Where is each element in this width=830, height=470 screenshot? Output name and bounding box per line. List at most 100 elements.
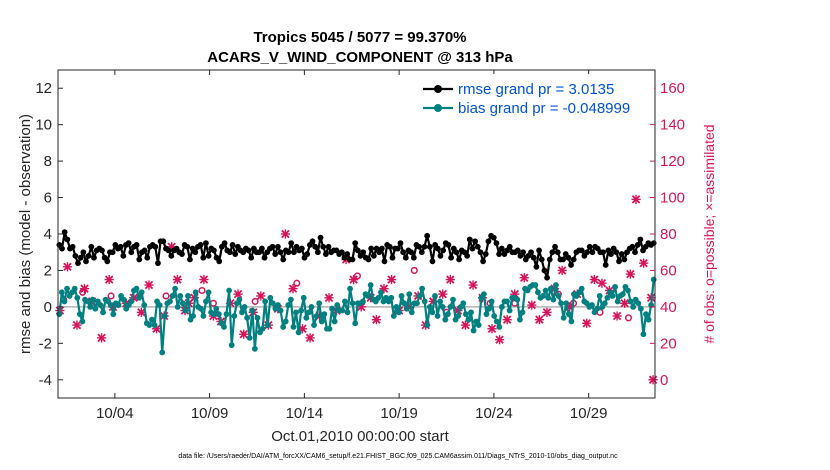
bias-point [56, 311, 63, 318]
rmse-point [400, 249, 407, 256]
rmse-point [416, 243, 423, 250]
bias-point [58, 289, 65, 296]
y-axis-right-label: # of obs: o=possible; ×=assimilated [701, 124, 717, 343]
rmse-point [485, 238, 492, 245]
bias-point [177, 293, 184, 299]
bias-point [223, 311, 230, 318]
rmse-point [584, 249, 590, 256]
rmse-point [608, 251, 614, 257]
bias-point [231, 313, 238, 319]
rmse-point [538, 256, 545, 263]
bias-point [146, 322, 153, 329]
rmse-point [394, 245, 401, 252]
bias-point [339, 307, 346, 314]
bias-point [498, 303, 505, 310]
y-tick-label: 6 [44, 190, 52, 207]
rmse-point [245, 247, 252, 254]
rmse-point [370, 252, 377, 259]
bias-point [645, 316, 652, 323]
possible-count-point [353, 272, 361, 280]
rmse-point [248, 254, 255, 261]
bias-point [92, 305, 99, 312]
assimilated-count-point [239, 329, 249, 339]
rmse-point [216, 258, 223, 265]
rmse-point [314, 249, 321, 256]
x-tick-label: 10/09 [191, 405, 229, 422]
bias-point [619, 291, 626, 298]
y-right-tick-label: 120 [660, 153, 685, 170]
bias-point [287, 296, 294, 303]
rmse-point [397, 240, 404, 247]
y-tick-label: 0 [44, 299, 52, 316]
assimilated-count-point [460, 320, 471, 330]
rmse-point [528, 249, 534, 256]
bias-point [542, 287, 549, 294]
bias-point [421, 298, 428, 305]
assimilated-count-point [468, 280, 478, 290]
rmse-point [192, 249, 199, 256]
bias-point [514, 296, 521, 303]
rmse-point [530, 254, 537, 261]
bias-point [349, 300, 356, 307]
bias-point [311, 322, 317, 329]
rmse-point [144, 254, 151, 261]
bias-point [344, 309, 351, 316]
bias-point [625, 287, 631, 294]
rmse-point [152, 243, 159, 250]
rmse-point [466, 236, 473, 243]
bias-point [635, 300, 642, 307]
rmse-point [312, 243, 319, 250]
rmse-point [349, 256, 356, 263]
rmse-point [352, 240, 359, 247]
rmse-point [168, 252, 175, 259]
assimilated-count-point [349, 274, 359, 285]
bias-point [133, 285, 140, 292]
bias-point [120, 296, 127, 303]
bias-point [262, 298, 269, 305]
rmse-point [453, 249, 460, 256]
rmse-point [613, 249, 620, 256]
rmse-point [317, 234, 324, 241]
bias-point [565, 311, 572, 318]
rmse-point [520, 249, 526, 256]
rmse-point [61, 229, 68, 236]
bias-point [100, 309, 106, 316]
bias-point [141, 302, 148, 308]
bias-point [460, 300, 467, 307]
assimilated-count-point [172, 274, 182, 285]
rmse-point [456, 256, 463, 263]
rmse-point [600, 249, 606, 256]
plot-area [58, 70, 655, 398]
rmse-point [429, 258, 436, 265]
bias-point [167, 298, 173, 305]
bias-point [437, 298, 444, 305]
bias-point [182, 307, 189, 314]
bias-point [558, 300, 564, 307]
bias-point [200, 313, 207, 319]
rmse-point [277, 249, 284, 256]
assimilated-count-point [502, 315, 512, 325]
rmse-point [298, 245, 305, 252]
bias-point [426, 303, 433, 310]
y-tick-label: 2 [44, 262, 52, 279]
rmse-point [490, 234, 497, 241]
assimilated-count-point [280, 229, 291, 239]
bias-point [553, 282, 559, 288]
rmse-point [290, 249, 297, 256]
assimilated-count-point [487, 324, 497, 334]
legend-rmse-label: rmse grand pr = 3.0135 [458, 81, 614, 98]
x-axis-label: Oct.01,2010 00:00:00 start [271, 428, 449, 445]
rmse-point [288, 240, 295, 247]
bias-point [205, 289, 212, 296]
bias-point [517, 316, 523, 323]
rmse-point [498, 245, 505, 252]
bias-point [249, 307, 256, 314]
rmse-point [533, 263, 540, 270]
rmse-point [141, 247, 148, 254]
bias-point [596, 293, 603, 299]
bias-point [550, 296, 557, 303]
rmse-point [602, 262, 609, 268]
rmse-point [285, 249, 292, 256]
rmse-point [325, 243, 332, 250]
rmse-point [136, 256, 143, 263]
